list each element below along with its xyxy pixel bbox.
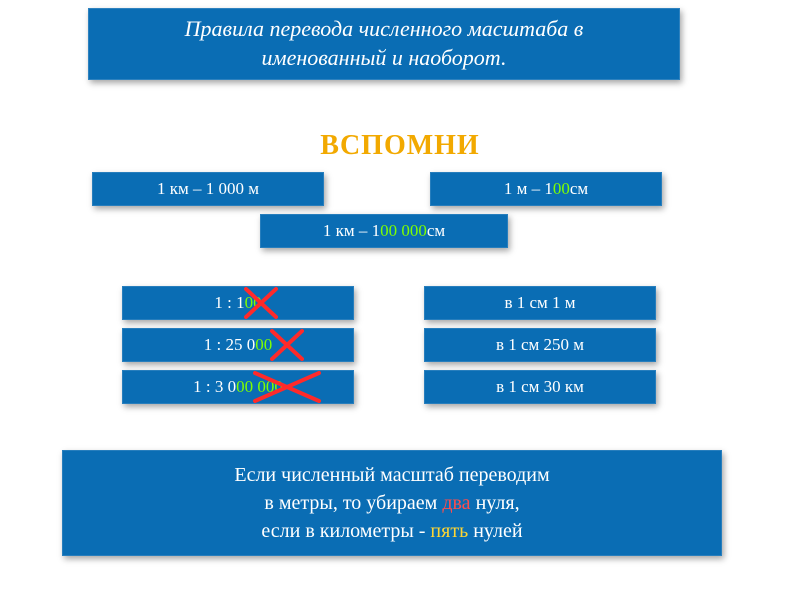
title-line-2: именованный и наоборот. (108, 44, 660, 73)
scale-right-1-text: в 1 см 250 м (496, 335, 584, 355)
conv-km-cm-suffix: см (427, 221, 445, 241)
scale-left-2: 1 : 3 000 000 (122, 370, 354, 404)
rule-line-1: Если численный масштаб переводим (78, 461, 706, 489)
rule-box: Если численный масштаб переводим в метры… (62, 450, 722, 556)
subtitle: ВСПОМНИ (0, 130, 800, 162)
scale-right-2-text: в 1 см 30 км (496, 377, 584, 397)
rule-yellow-word: пять (430, 520, 468, 542)
scale-left-0: 1 : 100 (122, 286, 354, 320)
conv-m-cm-suffix: см (570, 179, 588, 199)
conv-km-cm-green: 00 000 (380, 221, 427, 241)
scale-left-2-green: 00 000 (236, 377, 283, 397)
title-box: Правила перевода численного масштаба в и… (88, 8, 680, 80)
scale-left-0-wrap: 1 : 100 (122, 286, 354, 320)
conv-m-cm-prefix: 1 м – 1 (504, 179, 553, 199)
scale-left-1-prefix: 1 : 25 0 (204, 335, 255, 355)
conversion-km-m: 1 км – 1 000 м (92, 172, 324, 206)
conversion-km-cm: 1 км – 100 000 см (260, 214, 508, 248)
conv-m-cm-green: 00 (553, 179, 570, 199)
rule-line-2: в метры, то убираем два нуля, (78, 489, 706, 517)
scale-left-2-prefix: 1 : 3 0 (193, 377, 236, 397)
rule-line-3: если в километры - пять нулей (78, 517, 706, 545)
conv-km-cm-prefix: 1 км – 1 (323, 221, 380, 241)
title-line-1: Правила перевода численного масштаба в (108, 15, 660, 44)
scale-left-0-green: 00 (245, 293, 262, 313)
scale-right-1: в 1 см 250 м (424, 328, 656, 362)
scale-right-2: в 1 см 30 км (424, 370, 656, 404)
scale-right-0-text: в 1 см 1 м (504, 293, 575, 313)
scale-left-0-prefix: 1 : 1 (214, 293, 244, 313)
scale-left-1: 1 : 25 000 (122, 328, 354, 362)
scale-left-1-wrap: 1 : 25 000 (122, 328, 354, 362)
conversion-km-m-text: 1 км – 1 000 м (157, 179, 259, 199)
conversion-m-cm: 1 м – 100 см (430, 172, 662, 206)
scale-left-2-wrap: 1 : 3 000 000 (122, 370, 354, 404)
scale-right-0: в 1 см 1 м (424, 286, 656, 320)
rule-red-word: два (442, 492, 470, 514)
scale-left-1-green: 00 (255, 335, 272, 355)
